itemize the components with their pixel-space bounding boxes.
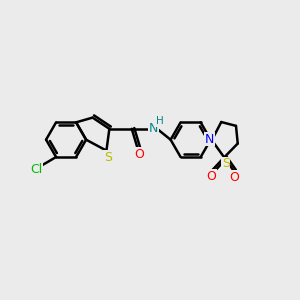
Text: Cl: Cl (30, 163, 42, 176)
Text: N: N (205, 133, 214, 146)
Text: N: N (149, 122, 158, 135)
Text: O: O (134, 148, 144, 161)
Text: S: S (104, 151, 112, 164)
Text: O: O (206, 170, 216, 183)
Text: S: S (222, 157, 230, 170)
Text: O: O (230, 171, 239, 184)
Text: H: H (155, 116, 163, 126)
